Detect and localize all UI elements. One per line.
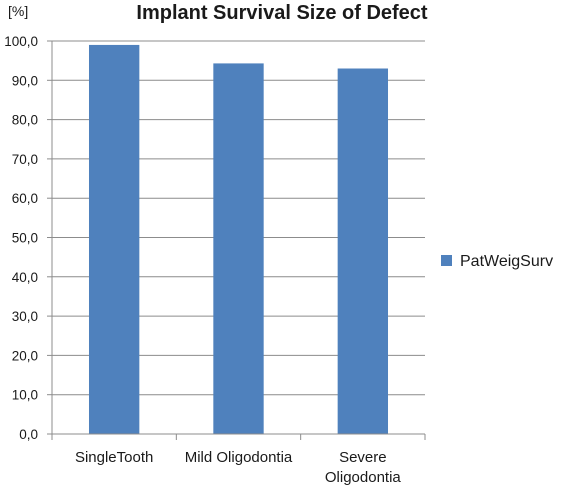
y-tick-label: 60,0	[12, 191, 38, 206]
y-tick-label: 100,0	[4, 34, 38, 49]
y-tick-label: 40,0	[12, 270, 38, 285]
y-unit-label: [%]	[8, 3, 28, 19]
y-tick-label: 10,0	[12, 388, 38, 403]
x-category-label: Severe	[339, 449, 387, 466]
axes	[47, 40, 426, 440]
y-tick-label: 30,0	[12, 309, 38, 324]
bars	[88, 44, 389, 435]
y-tick-label: 20,0	[12, 348, 38, 363]
x-category-label: Mild Oligodontia	[185, 449, 293, 466]
y-tick-label: 70,0	[12, 152, 38, 167]
bar	[337, 68, 389, 434]
bar	[88, 44, 140, 435]
x-category-label: Oligodontia	[325, 469, 402, 486]
y-tick-label: 50,0	[12, 231, 38, 246]
legend-swatch	[441, 255, 452, 266]
bar	[213, 63, 264, 434]
y-tick-label: 80,0	[12, 113, 38, 128]
y-tick-label: 90,0	[12, 73, 38, 88]
y-tick-label: 0,0	[19, 427, 38, 442]
x-category-labels: SingleTooth Mild Oligodontia Severe Oligodo…	[75, 449, 401, 486]
legend: PatWeigSurv	[441, 253, 553, 270]
x-category-label: SingleTooth	[75, 449, 153, 466]
legend-label: PatWeigSurv	[460, 253, 553, 270]
chart-title: Implant Survival Size of Defect	[136, 2, 428, 24]
y-tick-labels: 0,0 10,0 20,0 30,0 40,0 50,0 60,0 70,0 80,0 90,0 1…	[4, 34, 38, 442]
